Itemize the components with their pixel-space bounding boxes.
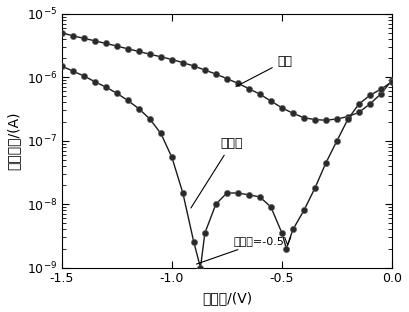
Y-axis label: 漏源电流/(A): 漏源电流/(A) bbox=[7, 111, 21, 170]
Text: 栊电压=-0.5V: 栊电压=-0.5V bbox=[196, 236, 292, 264]
X-axis label: 栊电压/(V): 栊电压/(V) bbox=[202, 291, 252, 305]
Text: 光照: 光照 bbox=[236, 55, 292, 86]
Text: 不光照: 不光照 bbox=[191, 137, 243, 208]
